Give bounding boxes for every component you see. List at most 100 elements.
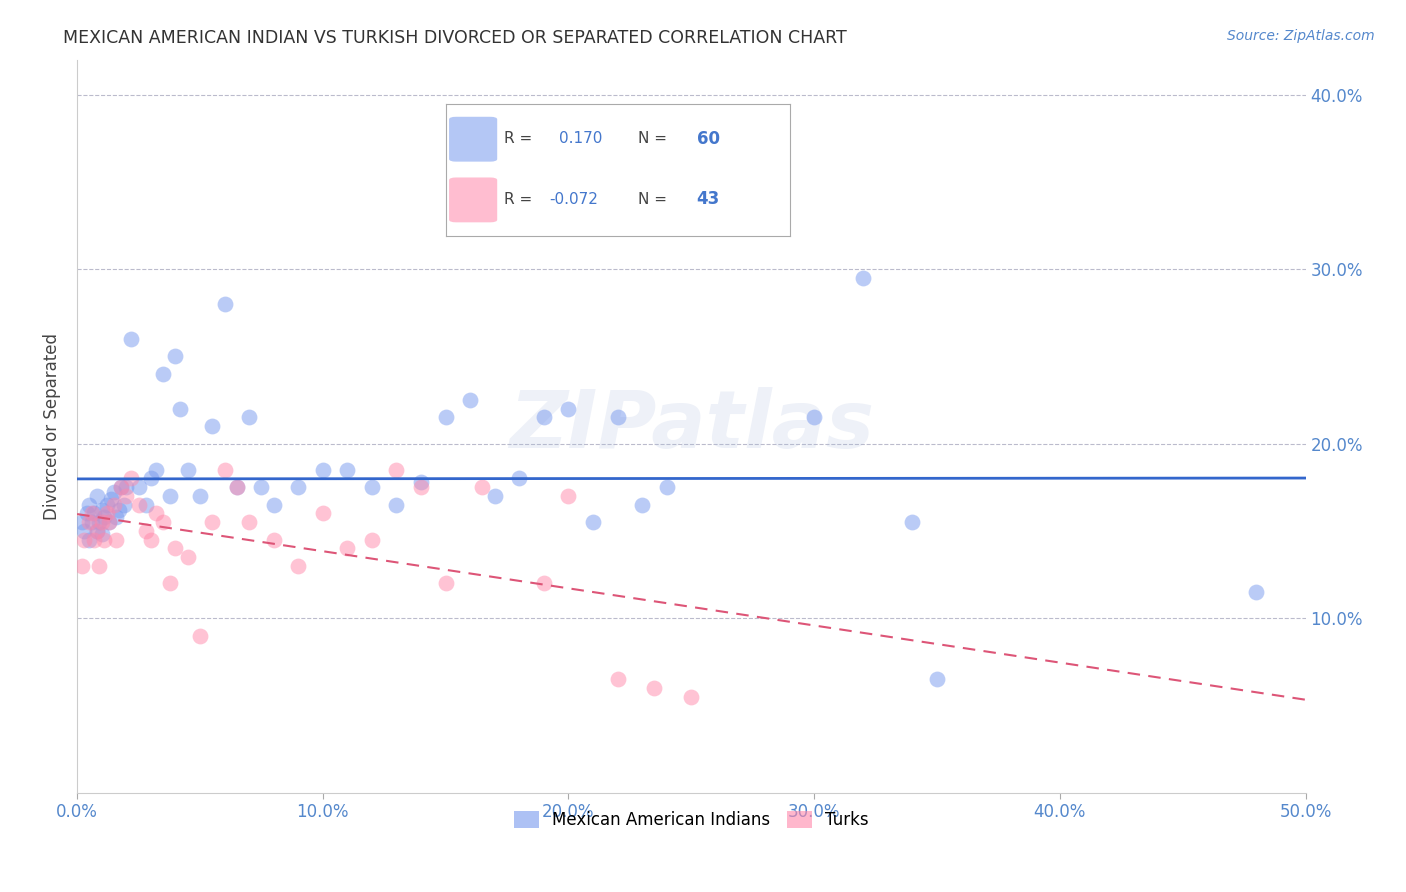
- Point: [93, 509, 115, 524]
- Point: [287, 558, 309, 573]
- Point: [631, 498, 654, 512]
- Point: [115, 480, 138, 494]
- Point: [582, 515, 605, 529]
- Point: [458, 392, 481, 407]
- Point: [86, 524, 108, 538]
- Point: [128, 480, 150, 494]
- Point: [89, 515, 111, 529]
- Point: [409, 480, 432, 494]
- Point: [803, 410, 825, 425]
- Point: [79, 515, 101, 529]
- Point: [80, 515, 103, 529]
- Point: [188, 629, 211, 643]
- Point: [100, 492, 122, 507]
- Point: [79, 498, 101, 512]
- Point: [385, 498, 408, 512]
- Point: [508, 471, 530, 485]
- Point: [120, 332, 142, 346]
- Point: [471, 480, 494, 494]
- Point: [557, 489, 579, 503]
- Point: [169, 401, 191, 416]
- Point: [76, 507, 98, 521]
- Point: [105, 533, 128, 547]
- Point: [165, 349, 187, 363]
- Point: [655, 480, 678, 494]
- Point: [188, 489, 211, 503]
- Point: [86, 489, 108, 503]
- Point: [312, 507, 335, 521]
- Point: [484, 489, 506, 503]
- Point: [135, 524, 157, 538]
- Point: [336, 463, 359, 477]
- Point: [73, 524, 96, 538]
- Point: [925, 672, 948, 686]
- Point: [533, 410, 555, 425]
- Point: [409, 475, 432, 489]
- Y-axis label: Divorced or Separated: Divorced or Separated: [44, 333, 60, 520]
- Point: [96, 498, 118, 512]
- Point: [145, 463, 167, 477]
- Point: [90, 515, 112, 529]
- Point: [361, 533, 384, 547]
- Text: Source: ZipAtlas.com: Source: ZipAtlas.com: [1227, 29, 1375, 43]
- Point: [83, 507, 105, 521]
- Point: [165, 541, 187, 556]
- Point: [434, 576, 457, 591]
- Point: [681, 690, 703, 704]
- Point: [533, 576, 555, 591]
- Point: [98, 515, 121, 529]
- Text: ZIPatlas: ZIPatlas: [509, 387, 873, 465]
- Point: [385, 463, 408, 477]
- Point: [361, 480, 384, 494]
- Point: [606, 672, 628, 686]
- Point: [606, 410, 628, 425]
- Point: [96, 507, 118, 521]
- Point: [103, 485, 125, 500]
- Point: [557, 401, 579, 416]
- Point: [263, 533, 285, 547]
- Point: [108, 503, 131, 517]
- Point: [214, 463, 236, 477]
- Point: [263, 498, 285, 512]
- Point: [852, 270, 875, 285]
- Point: [80, 507, 103, 521]
- Point: [79, 533, 101, 547]
- Point: [238, 515, 260, 529]
- Point: [70, 515, 93, 529]
- Point: [115, 489, 138, 503]
- Point: [201, 515, 224, 529]
- Point: [98, 515, 121, 529]
- Point: [90, 503, 112, 517]
- Point: [336, 541, 359, 556]
- Point: [120, 471, 142, 485]
- Point: [103, 498, 125, 512]
- Point: [110, 480, 132, 494]
- Point: [250, 480, 273, 494]
- Point: [901, 515, 924, 529]
- Point: [238, 410, 260, 425]
- Point: [159, 489, 181, 503]
- Point: [105, 509, 128, 524]
- Point: [139, 471, 162, 485]
- Point: [312, 463, 335, 477]
- Point: [112, 498, 135, 512]
- Point: [128, 498, 150, 512]
- Point: [201, 419, 224, 434]
- Point: [139, 533, 162, 547]
- Point: [86, 524, 108, 538]
- Point: [152, 515, 174, 529]
- Point: [1246, 585, 1268, 599]
- Point: [73, 533, 96, 547]
- Point: [225, 480, 247, 494]
- Point: [90, 527, 112, 541]
- Point: [145, 507, 167, 521]
- Point: [70, 558, 93, 573]
- Point: [643, 681, 665, 695]
- Point: [152, 367, 174, 381]
- Point: [176, 549, 198, 564]
- Point: [135, 498, 157, 512]
- Point: [159, 576, 181, 591]
- Text: MEXICAN AMERICAN INDIAN VS TURKISH DIVORCED OR SEPARATED CORRELATION CHART: MEXICAN AMERICAN INDIAN VS TURKISH DIVOR…: [63, 29, 846, 46]
- Point: [110, 480, 132, 494]
- Point: [176, 463, 198, 477]
